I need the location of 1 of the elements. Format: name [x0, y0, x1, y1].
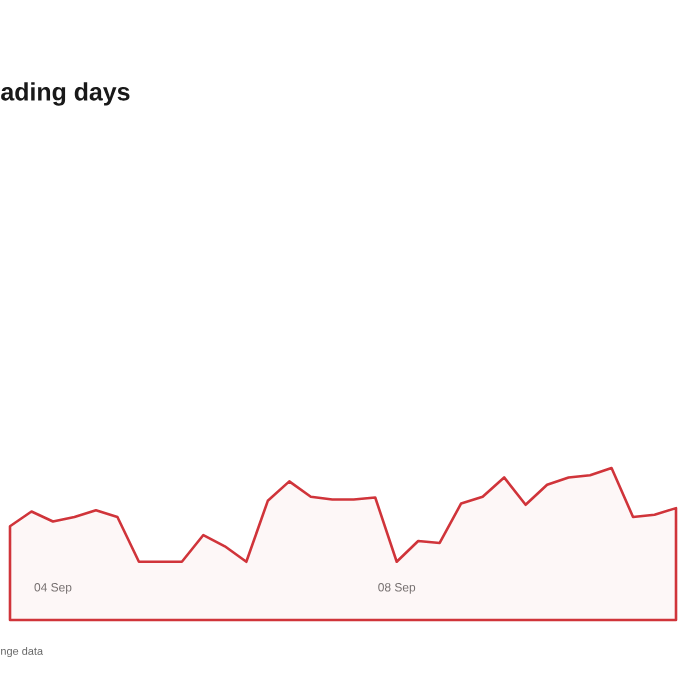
chart-title: ading days — [1, 82, 130, 106]
